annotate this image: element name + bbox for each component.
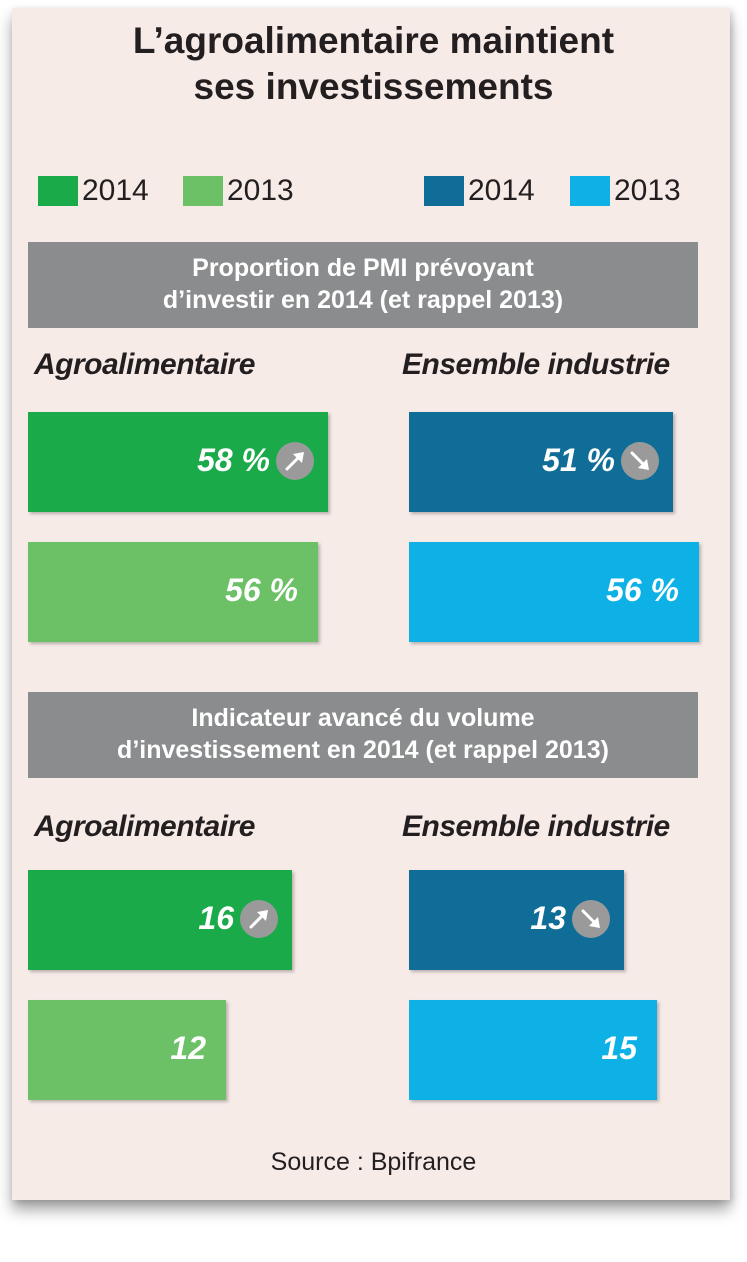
legend-swatch — [38, 176, 78, 206]
section-title-line2: d’investir en 2014 (et rappel 2013) — [162, 286, 564, 314]
bar-2014: 51 % — [409, 412, 673, 512]
section-title-line2: d’investissement en 2014 (et rappel 2013… — [117, 736, 609, 764]
chart-title-line1: L’agroalimentaire maintient — [132, 20, 615, 61]
bar-2014: 16 — [28, 870, 292, 970]
legend-swatch — [424, 176, 464, 206]
bar-value-label: 13 — [530, 900, 566, 936]
group-label-ensemble-industrie: Ensemble industrie — [402, 810, 670, 843]
bar-2014: 13 — [409, 870, 624, 970]
bar-value-label: 51 % — [542, 442, 615, 478]
chart-title: L’agroalimentaire maintient ses investis… — [0, 18, 747, 110]
chart-title-line2: ses investissements — [193, 66, 554, 107]
arrow-up-right-icon — [276, 442, 314, 480]
group-label-agroalimentaire: Agroalimentaire — [34, 810, 255, 843]
section-title-proportion: Proportion de PMI prévoyant d’investir e… — [28, 242, 698, 328]
legend-label: 2013 — [227, 174, 294, 207]
legend-swatch — [570, 176, 610, 206]
source-note: Source : Bpifrance — [270, 1148, 477, 1176]
bar-value-label: 58 % — [197, 442, 270, 478]
arrow-down-right-icon — [572, 900, 610, 938]
bar-2014: 58 % — [28, 412, 328, 512]
section-title-volume: Indicateur avancé du volume d’investisse… — [28, 692, 698, 778]
bar-value-label: 12 — [170, 1030, 206, 1066]
arrow-up-right-icon — [240, 900, 278, 938]
bar-2013: 15 — [409, 1000, 657, 1100]
bar-2013: 56 % — [409, 542, 699, 642]
bar-2013: 12 — [28, 1000, 226, 1100]
legend-label: 2014 — [82, 174, 149, 207]
bar-value-label: 56 % — [606, 572, 679, 608]
group-label-agroalimentaire: Agroalimentaire — [34, 348, 255, 381]
bar-value-label: 16 — [198, 900, 234, 936]
bar-2013: 56 % — [28, 542, 318, 642]
legend-swatch — [183, 176, 223, 206]
bar-value-label: 15 — [601, 1030, 637, 1066]
section-title-line1: Indicateur avancé du volume — [191, 704, 535, 732]
section-title-line1: Proportion de PMI prévoyant — [192, 254, 534, 282]
legend-label: 2013 — [614, 174, 681, 207]
legend-label: 2014 — [468, 174, 535, 207]
bar-value-label: 56 % — [225, 572, 298, 608]
group-label-ensemble-industrie: Ensemble industrie — [402, 348, 670, 381]
arrow-down-right-icon — [621, 442, 659, 480]
